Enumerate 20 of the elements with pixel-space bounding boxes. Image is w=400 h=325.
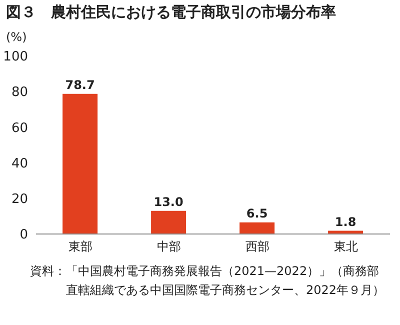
data-label: 13.0 [154, 194, 184, 209]
data-label: 78.7 [65, 78, 95, 92]
y-tick-label: 20 [11, 192, 28, 208]
x-tick-label: 中部 [156, 240, 181, 254]
y-tick-label: 40 [11, 156, 28, 172]
data-label: 6.5 [246, 206, 268, 220]
x-tick-label: 東部 [68, 240, 92, 254]
y-tick-label: 0 [20, 228, 28, 243]
y-tick-label: 80 [11, 85, 28, 100]
x-tick-label: 西部 [245, 240, 270, 254]
text: 資料：「中国農村電子商務発展報告（2021—2022）」（商務部直轄組織である中国国際電子商務センター、2022年９月） [30, 263, 386, 299]
data-label: 1.8 [334, 214, 356, 229]
bar [62, 94, 98, 234]
bar [240, 222, 275, 234]
y-axis-title: (%) [6, 30, 27, 44]
bar [151, 210, 186, 234]
x-tick-label: 東北 [334, 240, 358, 254]
y-tick-label: 100 [3, 50, 28, 65]
chart-title: 図３ 農村住民における電子商取引の市場分布率 [6, 3, 336, 22]
y-tick-label: 60 [11, 120, 28, 136]
